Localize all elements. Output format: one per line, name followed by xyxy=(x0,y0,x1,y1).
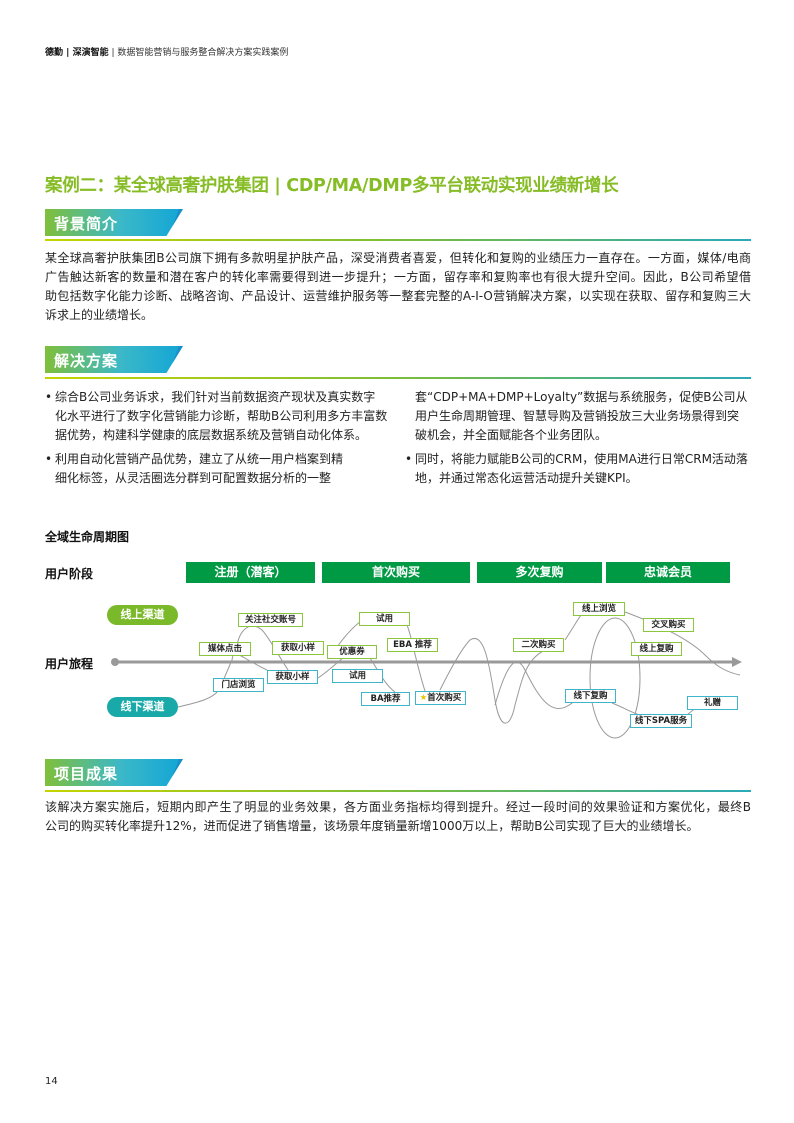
node-get-sample-online: 获取小样 xyxy=(272,641,324,655)
node-media-click: 媒体点击 xyxy=(199,642,251,656)
solution-left-column: 综合B公司业务诉求，我们针对当前数据资产现状及真实数字化水平进行了数字化营销能力… xyxy=(45,388,387,493)
page-number: 14 xyxy=(45,1076,58,1087)
node-trial-online: 试用 xyxy=(359,612,410,626)
journey-axis xyxy=(111,657,742,667)
stage-label: 用户阶段 xyxy=(45,567,94,581)
bullet-item: 综合B公司业务诉求，我们针对当前数据资产现状及真实数字化水平进行了数字化营销能力… xyxy=(45,388,387,445)
node-cross-purchase: 交叉购买 xyxy=(643,618,694,632)
bullet-item: 同时，将能力赋能B公司的CRM，使用MA进行日常CRM活动落地，并通过常态化运营… xyxy=(405,450,755,488)
diagram-title: 全域生命周期图 xyxy=(45,530,130,544)
online-channel-pill: 线上渠道 xyxy=(107,605,178,625)
node-online-repurchase: 线上复购 xyxy=(631,642,682,656)
curve-wave-offline xyxy=(494,661,581,709)
star-icon: ★ xyxy=(419,693,428,703)
node-get-sample-offline: 获取小样 xyxy=(267,670,318,684)
text-line: 诉求上的业绩增长。 xyxy=(45,308,154,322)
text-line: 助包括数字化能力诊断、战略咨询、产品设计、运营维护服务等一整套完整的A-I-O营… xyxy=(45,289,751,303)
continued-text: 套“CDP+MA+DMP+Loyalty”数据与系统服务，促使B公司从 用户生命周… xyxy=(415,390,748,442)
divider xyxy=(45,239,751,241)
offline-channel-pill: 线下渠道 xyxy=(107,697,178,717)
node-eba-recommend: EBA 推荐 xyxy=(387,638,438,652)
section-label: 项目成果 xyxy=(54,765,119,783)
node-second-purchase: 二次购买 xyxy=(513,638,564,652)
section-label: 背景简介 xyxy=(54,215,119,233)
section-banner-solution: 解决方案 xyxy=(45,346,183,373)
brand-deloitte: 德勤 xyxy=(45,48,64,58)
stage-repurchase: 多次复购 xyxy=(477,562,602,583)
node-gift: 礼赠 xyxy=(687,696,738,710)
node-coupon: 优惠券 xyxy=(327,645,377,659)
node-online-browse: 线上浏览 xyxy=(573,602,625,616)
node-offline-spa: 线下SPA服务 xyxy=(630,714,692,728)
node-first-purchase: ★首次购买 xyxy=(415,691,466,705)
section-banner-results: 项目成果 xyxy=(45,759,183,786)
text-line: 公司的购买转化率提升12%，进而促进了销售增量，该场景年度销量新增1000万以上… xyxy=(45,819,699,833)
brand-deepzero: 深演智能 xyxy=(72,48,109,58)
running-header: 德勤 | 深演智能 | 数据智能营销与服务整合解决方案实践案例 xyxy=(45,48,289,58)
curve-wave-online xyxy=(439,637,546,724)
section-label: 解决方案 xyxy=(54,352,119,370)
text-line: 广告触达新客的数量和潜在客户的转化率需要得到进一步提升；一方面，留存率和复购率也… xyxy=(45,270,751,284)
curve-trial xyxy=(404,619,426,692)
background-paragraph: 某全球高奢护肤集团B公司旗下拥有多款明星护肤产品，深受消费者喜爱，但转化和复购的… xyxy=(45,249,751,325)
case-title: 案例二：某全球高奢护肤集团 | CDP/MA/DMP多平台联动实现业绩新增长 xyxy=(45,176,619,196)
node-offline-repurchase: 线下复购 xyxy=(565,689,616,703)
stage-loyal-member: 忠诚会员 xyxy=(606,562,730,583)
stage-register: 注册（潜客） xyxy=(186,562,315,583)
divider xyxy=(45,790,751,792)
node-label: 首次购买 xyxy=(427,693,462,703)
node-ba-recommend: BA推荐 xyxy=(361,692,410,706)
node-store-browse: 门店浏览 xyxy=(213,678,264,692)
stage-first-purchase: 首次购买 xyxy=(322,562,470,583)
loop-curve xyxy=(589,617,641,739)
bullet-item: 利用自动化营销产品优势，建立了从统一用户档案到精细化标签，从灵活圈选分群到可配置… xyxy=(45,450,385,488)
node-trial-offline: 试用 xyxy=(332,669,383,683)
arrow-right-icon xyxy=(732,657,742,667)
node-follow-social: 关注社交账号 xyxy=(238,613,303,627)
divider xyxy=(45,377,751,379)
solution-right-column: 套“CDP+MA+DMP+Loyalty”数据与系统服务，促使B公司从 用户生命周… xyxy=(405,388,755,493)
curve-offline-start xyxy=(177,625,291,708)
text-line: 某全球高奢护肤集团B公司旗下拥有多款明星护肤产品，深受消费者喜爱，但转化和复购的… xyxy=(45,251,751,265)
journey-label: 用户旅程 xyxy=(45,657,94,671)
doc-title: 数据智能营销与服务整合解决方案实践案例 xyxy=(117,48,289,58)
text-line: 该解决方案实施后，短期内即产生了明显的业务效果，各方面业务指标均得到提升。经过一… xyxy=(45,800,751,814)
results-paragraph: 该解决方案实施后，短期内即产生了明显的业务效果，各方面业务指标均得到提升。经过一… xyxy=(45,798,751,836)
section-banner-background: 背景简介 xyxy=(45,209,183,236)
